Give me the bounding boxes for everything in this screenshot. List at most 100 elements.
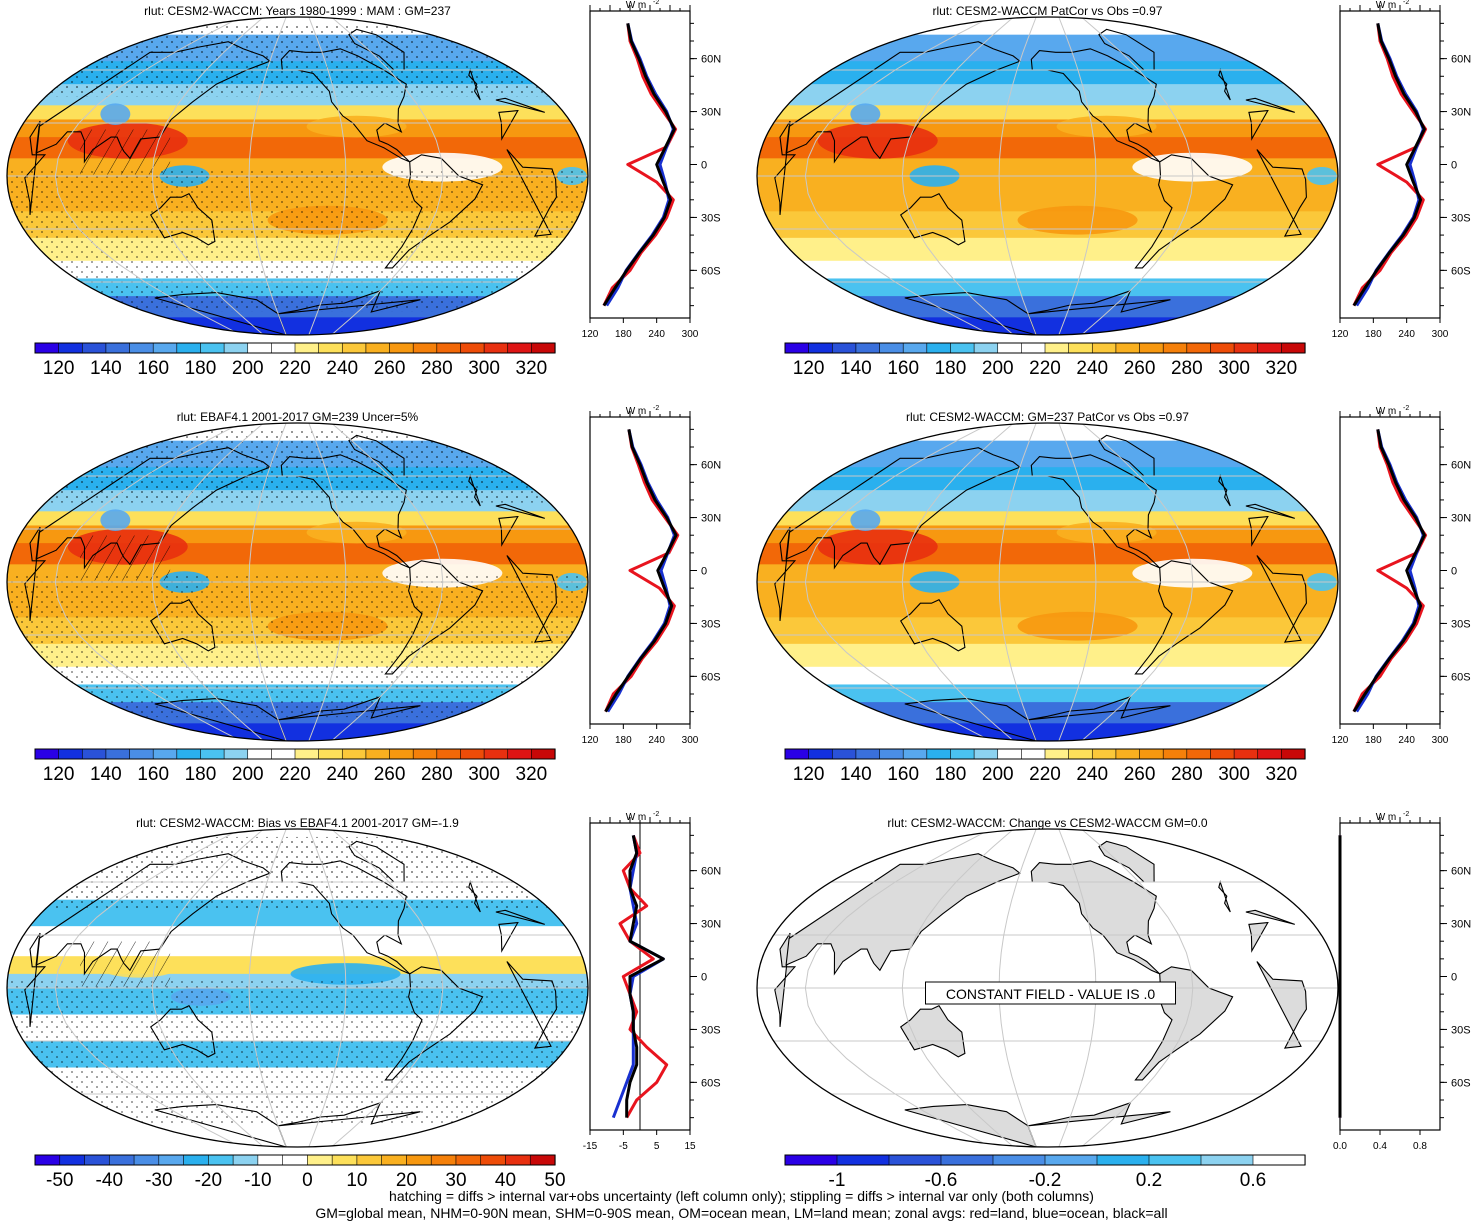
colorbar-box <box>318 748 343 760</box>
colorbar-box <box>505 1154 531 1166</box>
zonal-plot-panel-model-patcor: W m -2 60N 30N 0 30S 60S 120 180 240 300 <box>1332 0 1472 340</box>
colorbar-box <box>1200 1154 1254 1166</box>
colorbar-tick-label: 220 <box>1029 358 1061 379</box>
zonal-xlabel: 120 <box>1332 735 1349 746</box>
field-anomaly <box>1017 205 1138 235</box>
coastline-eurasia <box>785 447 1022 570</box>
colorbar-box <box>1281 342 1306 354</box>
grid-meridian <box>308 423 347 741</box>
colorbar-box <box>888 1154 942 1166</box>
hatching-region <box>80 941 171 987</box>
colorbar-tick-label: 220 <box>279 764 311 785</box>
coastline-africa <box>774 120 797 215</box>
colorbar-box <box>176 748 202 760</box>
coastline-antarctica <box>904 698 1038 741</box>
coastline-eurasia <box>495 909 545 925</box>
map-field-panel-model-mam <box>7 17 588 335</box>
colorbar-tick-label: 320 <box>1266 358 1298 379</box>
colorbar-box <box>381 1154 408 1166</box>
field-band <box>7 511 588 526</box>
field-band <box>757 684 1338 703</box>
colorbar-box <box>950 748 975 760</box>
map-border <box>756 422 1339 742</box>
coastline-australia <box>899 1004 966 1058</box>
panel-title-panel-model-gm: rlut: CESM2-WACCM: GM=237 PatCor vs Obs … <box>906 410 1189 424</box>
colorbar-tick-label: 140 <box>90 358 122 379</box>
grid-meridian <box>54 423 242 741</box>
colorbar-box <box>81 342 107 354</box>
colorbar-box <box>531 748 556 760</box>
colorbar-box <box>389 342 414 354</box>
colorbar-box <box>158 1154 185 1166</box>
colorbar-panel-model-mam: 120 140 160 180 200 220 240 260 280 300 320 <box>34 342 556 379</box>
field-band <box>757 34 1338 62</box>
stippling-south <box>7 980 588 1124</box>
annotation-label: CONSTANT FIELD - VALUE IS .0 <box>946 986 1155 1002</box>
grid-meridian <box>308 17 347 335</box>
zonal-units: W m <box>626 812 647 823</box>
colorbar-tick-label: 220 <box>1029 764 1061 785</box>
zonal-ylabel: 30S <box>701 1024 721 1036</box>
colorbar-box <box>1044 1154 1098 1166</box>
colorbar-box <box>926 342 952 354</box>
colorbar-box <box>1186 342 1212 354</box>
colorbar-tick-label: 260 <box>1124 764 1156 785</box>
colorbar-tick-label: 10 <box>346 1170 367 1191</box>
zonal-units-exp: -2 <box>1403 405 1409 412</box>
field-band <box>757 260 1338 279</box>
map-panel-change: rlut: CESM2-WACCM: Change vs CESM2-WACCM… <box>756 816 1339 1148</box>
zonal-units-exp: -2 <box>1403 0 1409 6</box>
zonal-xlabel: 15 <box>684 1141 696 1152</box>
colorbar-box <box>997 748 1022 760</box>
zonal-xlabel: 180 <box>615 735 632 746</box>
map-field-panel-model-gm <box>757 423 1338 741</box>
coastline-samerica <box>1134 560 1234 675</box>
colorbar-tick-label: 280 <box>1171 764 1203 785</box>
colorbar-box <box>294 748 320 760</box>
zonal-units: W m <box>626 0 647 11</box>
field-anomaly <box>306 115 407 138</box>
zonal-xlabel: -5 <box>619 1141 628 1152</box>
colorbar-box <box>1233 342 1259 354</box>
colorbar-tick-label: 140 <box>840 764 872 785</box>
colorbar-box <box>341 342 367 354</box>
colorbar-box <box>836 1154 890 1166</box>
zonal-ylabel: 30S <box>701 212 721 224</box>
colorbar-box <box>331 1154 358 1166</box>
colorbar-tick-label: -50 <box>46 1170 73 1191</box>
coastline-eurasia <box>1245 97 1295 113</box>
panel-title-panel-bias: rlut: CESM2-WACCM: Bias vs EBAF4.1 2001-… <box>136 816 459 830</box>
field-anomaly <box>1017 611 1138 641</box>
colorbar-panel-model-gm: 120 140 160 180 200 220 240 260 280 300 320 <box>784 748 1306 785</box>
colorbar-box <box>902 342 928 354</box>
colorbar-box <box>271 342 296 354</box>
colorbar-box <box>1252 1154 1306 1166</box>
colorbar-tick-label: 180 <box>935 764 967 785</box>
coastline-eurasia <box>1218 68 1231 101</box>
colorbar-box <box>129 748 154 760</box>
coastline-antarctica <box>1027 289 1171 315</box>
field-band <box>757 84 1338 106</box>
zonal-xlabel: 0.0 <box>1333 1141 1347 1152</box>
stippling-north <box>7 24 588 97</box>
colorbar-box <box>1210 748 1235 760</box>
grid-meridian <box>804 17 992 335</box>
colorbar-box <box>84 1154 110 1166</box>
colorbar-tick-label: 120 <box>43 358 75 379</box>
colorbar-box <box>436 342 462 354</box>
field-anomaly <box>100 509 131 531</box>
grid-meridian <box>901 423 1014 741</box>
colorbar-box <box>784 342 810 354</box>
zonal-ylabel: 60N <box>1451 460 1471 472</box>
colorbar-box <box>183 1154 209 1166</box>
zonal-units-exp: -2 <box>653 405 659 412</box>
colorbar-box <box>1021 748 1046 760</box>
map-panel-model-patcor: rlut: CESM2-WACCM PatCor vs Obs =0.97 <box>756 4 1339 336</box>
field-band <box>757 666 1338 685</box>
field-anomaly <box>1056 521 1157 544</box>
colorbar-box <box>997 342 1022 354</box>
zonal-ylabel: 0 <box>1451 972 1457 984</box>
map-panel-model-mam: rlut: CESM2-WACCM: Years 1980-1999 : MAM… <box>6 4 589 336</box>
colorbar-frame <box>784 342 1306 354</box>
colorbar-box <box>108 1154 135 1166</box>
